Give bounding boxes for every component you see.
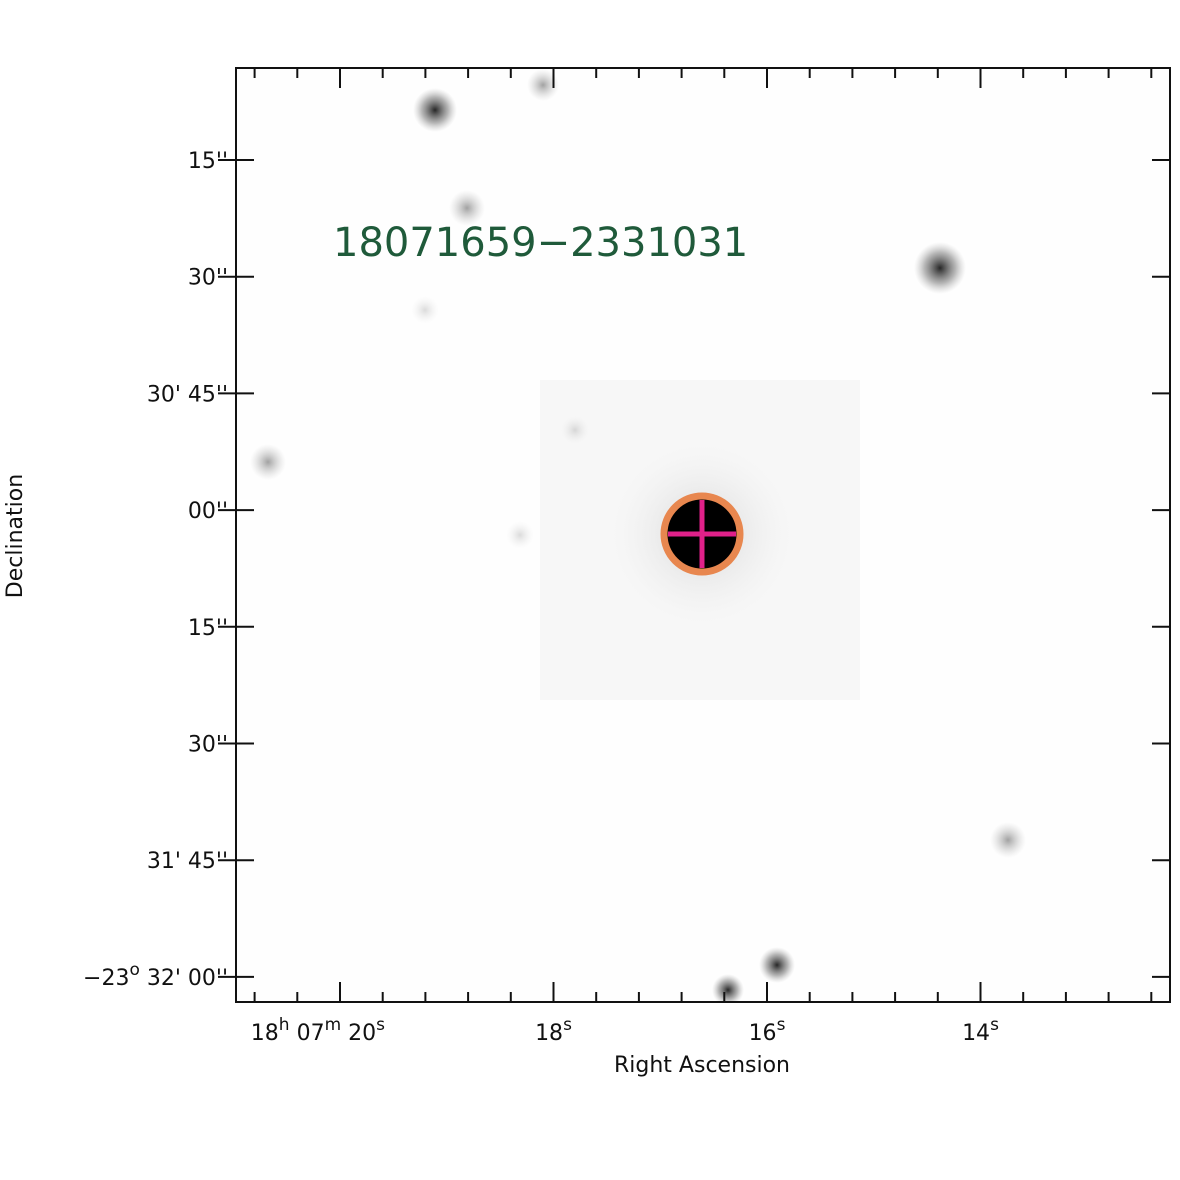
label-part: 18	[251, 1021, 279, 1046]
tick-label: 15''	[188, 149, 228, 174]
tick-label: 14s	[962, 1015, 999, 1046]
label-part: 15''	[188, 149, 228, 174]
label-part: 31' 45''	[147, 849, 228, 874]
tick-label: 00''	[188, 499, 228, 524]
plot-frame	[235, 67, 1171, 1003]
label-part: 20	[341, 1021, 376, 1046]
label-part: 18	[535, 1021, 563, 1046]
superscript: s	[990, 1015, 999, 1035]
superscript: s	[376, 1015, 385, 1035]
tick-label: 31' 45''	[147, 849, 228, 874]
tick-label: 18s	[535, 1015, 572, 1046]
superscript: h	[279, 1015, 290, 1035]
tick-label: 30' 45''	[147, 382, 228, 407]
tick-label: 15''	[188, 616, 228, 641]
tick-label: 18h 07m 20s	[251, 1015, 385, 1046]
y-axis-title: Declination	[3, 474, 28, 598]
superscript: s	[777, 1015, 786, 1035]
label-part: 30''	[188, 266, 228, 291]
label-part: 32' 00''	[140, 966, 228, 991]
label-part: 07	[290, 1021, 325, 1046]
label-part: 15''	[188, 616, 228, 641]
label-part: 00''	[188, 499, 228, 524]
tick-label: 30''	[188, 266, 228, 291]
superscript: s	[563, 1015, 572, 1035]
label-part: 16	[749, 1021, 777, 1046]
superscript: o	[129, 960, 139, 980]
tick-label: −23o 32' 00''	[83, 960, 228, 991]
label-part: −23	[83, 966, 129, 991]
superscript: m	[325, 1015, 342, 1035]
label-part: 30' 45''	[147, 382, 228, 407]
tick-label: 30''	[188, 733, 228, 758]
source-label: 18071659−2331031	[333, 220, 748, 266]
sky-image	[236, 68, 1170, 1002]
target-ring	[660, 492, 744, 576]
label-part: 14	[962, 1021, 990, 1046]
label-part: 30''	[188, 733, 228, 758]
x-axis-title: Right Ascension	[614, 1053, 790, 1078]
tick-label: 16s	[749, 1015, 786, 1046]
